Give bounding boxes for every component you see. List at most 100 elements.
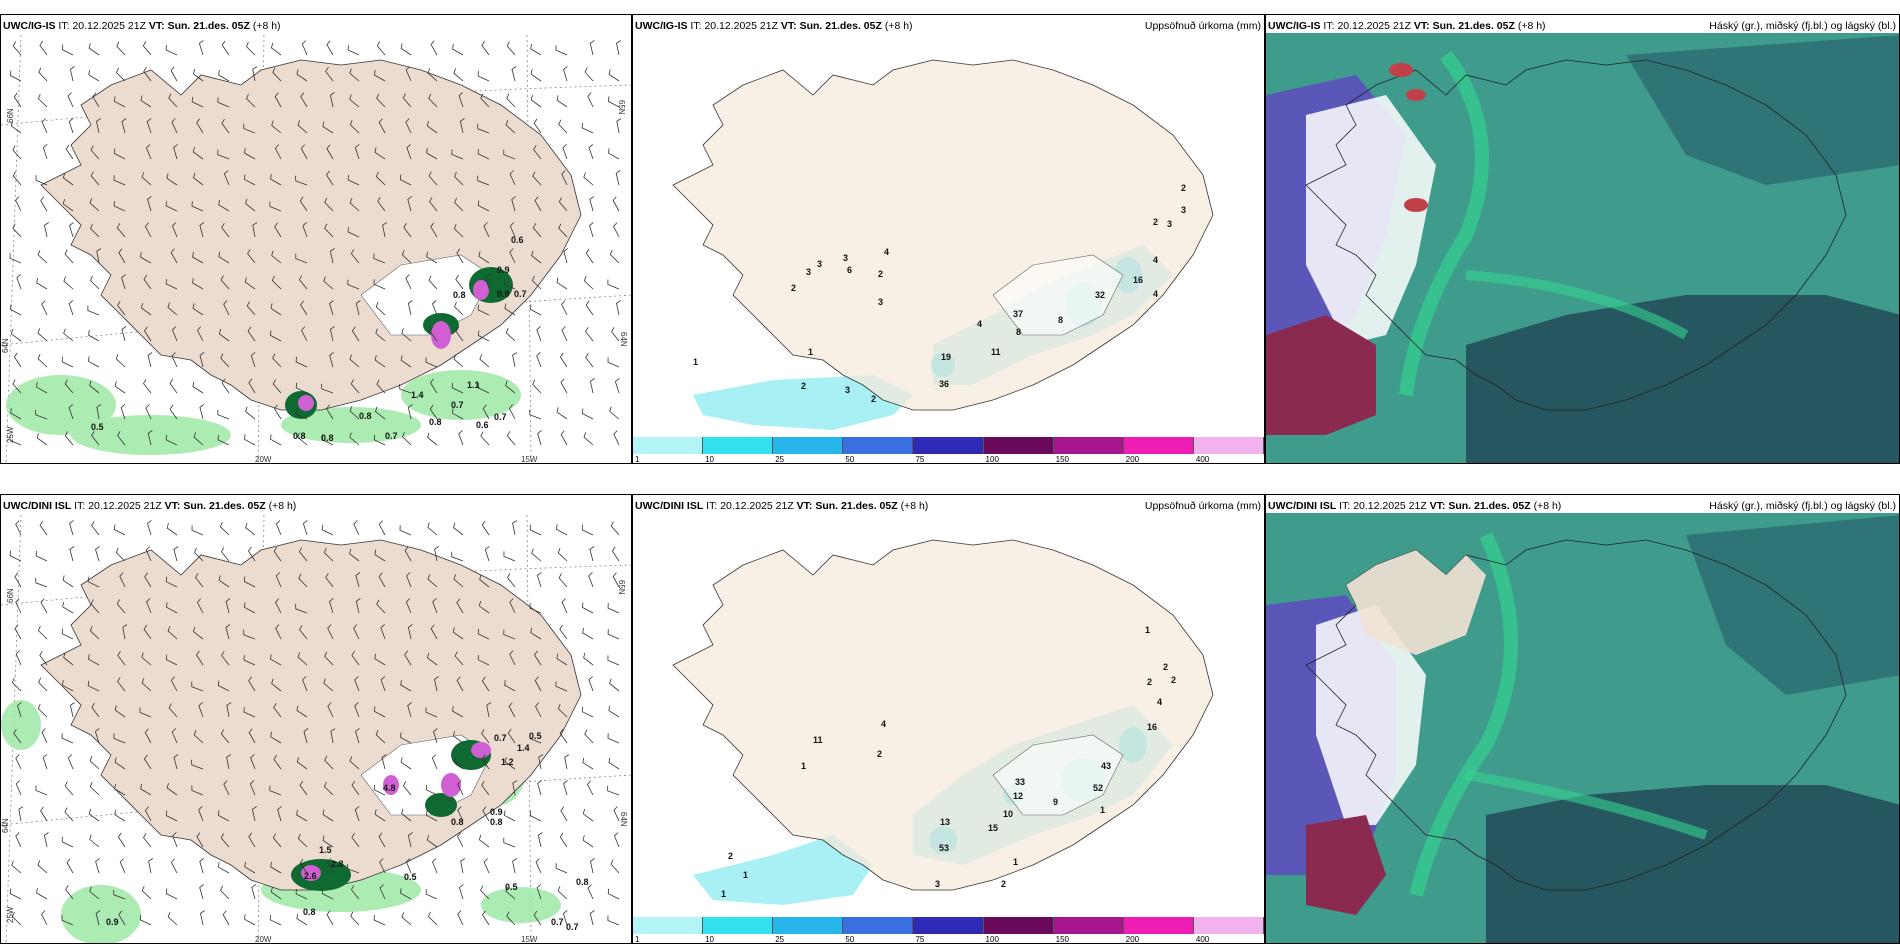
wind-barb — [329, 300, 334, 316]
wind-barb — [533, 118, 542, 134]
wind-barb — [192, 251, 204, 264]
wind-barb — [402, 431, 412, 446]
green-front — [1409, 532, 1518, 897]
wind-barb — [609, 678, 620, 692]
wind-barb — [406, 144, 412, 160]
wind-barb — [402, 781, 412, 796]
wind-barb — [244, 914, 256, 926]
wind-barb — [117, 431, 126, 446]
wind-barb — [453, 756, 464, 770]
wind-barb — [427, 68, 438, 82]
wind-barb — [246, 93, 256, 108]
wind-barb — [87, 305, 100, 316]
wind-barb — [197, 326, 204, 342]
wind-barb — [39, 40, 48, 56]
wind-barb — [95, 858, 100, 874]
dark-low-cloud — [1626, 35, 1899, 185]
wind-barb — [481, 754, 490, 770]
colorbar-tick: 200 — [1125, 935, 1140, 944]
wind-barb — [563, 66, 568, 82]
wind-barb — [347, 226, 360, 238]
wind-barb — [555, 45, 568, 56]
wind-barb — [481, 676, 490, 692]
wind-barb — [61, 915, 74, 926]
wind-barb — [405, 118, 412, 134]
precip-label: 37 — [1013, 309, 1023, 319]
wind-barb — [376, 93, 386, 108]
wind-barb — [40, 806, 48, 822]
wind-barb — [223, 780, 230, 796]
precip-label: 6 — [847, 265, 852, 275]
wind-barb — [303, 728, 309, 744]
wind-barb — [350, 379, 360, 394]
wind-label: 1.2 — [501, 757, 514, 767]
wind-barb — [63, 328, 74, 342]
wind-barb — [90, 223, 100, 238]
wind-barb — [198, 40, 204, 56]
wind-barb — [477, 148, 490, 160]
wind-barb — [407, 624, 413, 640]
wind-barb — [610, 521, 620, 536]
wind-barb — [193, 730, 204, 744]
axis-labels: 66N 64N 25W 20W 15W 65N 64N — [1, 580, 628, 943]
wind-barb — [558, 197, 568, 212]
precip-label: 11 — [991, 347, 1001, 357]
wind-barb — [374, 809, 386, 822]
wind-barb — [271, 250, 282, 264]
wind-barb — [296, 705, 308, 718]
precip-label: 3 — [1181, 205, 1186, 215]
wind-barb — [481, 520, 490, 536]
wind-barb — [607, 96, 620, 108]
wind-barb — [69, 702, 75, 718]
wind-barb — [587, 92, 594, 108]
wind-barb — [299, 196, 308, 212]
wind-barb — [275, 520, 282, 536]
colorbar-tick: 10 — [705, 455, 715, 464]
precip-label: 2 — [1163, 662, 1168, 672]
wind-barb — [378, 520, 386, 536]
wind-barb — [90, 275, 100, 290]
wind-barb — [119, 858, 126, 874]
wind-barb — [191, 681, 204, 692]
svg-text:66N: 66N — [6, 108, 15, 123]
precip-label: 2 — [1153, 217, 1158, 227]
wind-barb — [68, 404, 74, 420]
wind-barb — [250, 754, 256, 770]
wind-barb — [116, 41, 126, 56]
wind-barb — [399, 174, 412, 186]
wind-barb — [586, 780, 594, 796]
wind-barb — [434, 546, 440, 562]
wind-barb — [512, 352, 518, 368]
wind-barb — [373, 706, 386, 718]
wind-barb — [270, 174, 282, 186]
wind-barb — [66, 858, 74, 874]
wind-barb — [426, 652, 438, 666]
wind-barb — [244, 277, 256, 290]
wind-barb — [62, 575, 74, 588]
wind-barb — [457, 910, 464, 926]
wind-barb — [88, 43, 100, 56]
wind-barb — [144, 222, 152, 238]
wind-label: 0.9 — [106, 917, 119, 927]
panel-title: Háský (gr.), miðský (fj.bl.) og lágský (… — [1709, 500, 1896, 512]
wind-barb — [507, 573, 516, 588]
wind-barb — [165, 888, 178, 900]
wind-barb — [243, 123, 256, 134]
wind-barb — [430, 222, 438, 238]
wind-barb — [613, 832, 620, 848]
wind-barb — [354, 702, 360, 718]
wind-barb — [477, 123, 490, 134]
wind-barb — [506, 431, 516, 446]
wind-barb — [529, 603, 542, 614]
wind-barb — [583, 172, 594, 186]
wind-label: 0.8 — [321, 433, 334, 443]
wind-barb — [509, 650, 516, 666]
wind-barb — [192, 68, 204, 82]
wind-barb — [171, 222, 178, 238]
wind-barb — [531, 548, 542, 562]
wind-barb — [537, 430, 542, 446]
wind-barb — [482, 404, 490, 420]
colorbar-tick: 75 — [915, 935, 925, 944]
wind-barb — [350, 249, 360, 264]
wind-barb — [556, 524, 568, 536]
